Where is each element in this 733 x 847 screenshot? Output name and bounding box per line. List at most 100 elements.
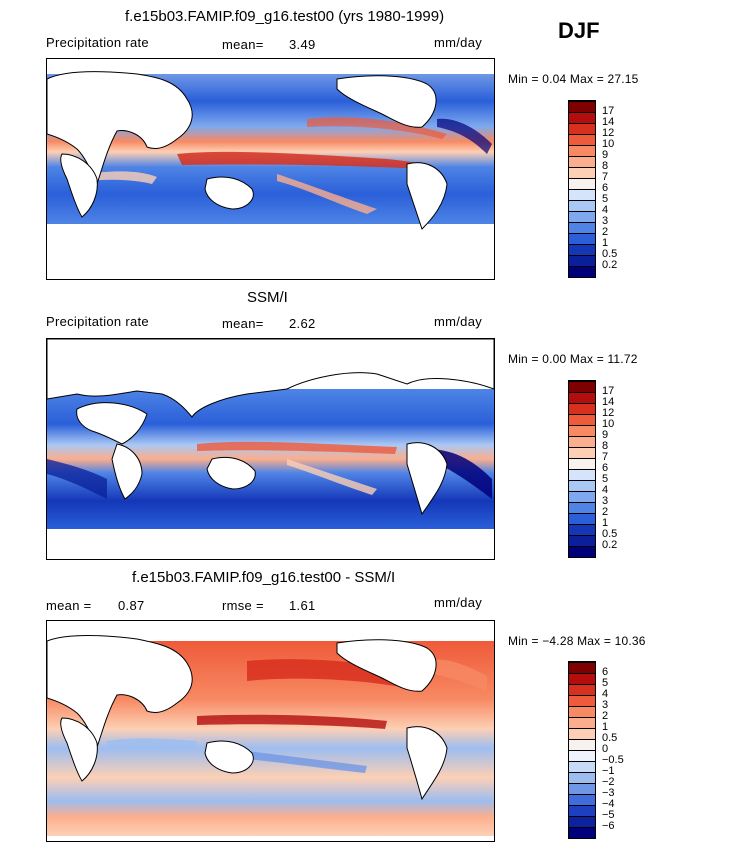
panel2-swatch [569,491,595,502]
panel2-title: SSM/I [247,289,288,306]
panel3-swatch [569,695,595,706]
panel1-tick: 9 [602,149,609,161]
panel1-swatch [569,244,595,255]
panel1-swatch [569,211,595,222]
panel2-tick: 0.5 [602,528,618,540]
panel2-swatch [569,381,595,392]
panel1-mean-label: mean= [222,37,264,52]
panel2-tick: 4 [602,484,609,496]
panel3-tick: −2 [602,776,615,788]
panel2-tick: 17 [602,385,615,397]
panel3-tick: 1 [602,721,609,733]
panel3-swatch [569,783,595,794]
panel1-tick: 10 [602,138,615,150]
panel1-swatch [569,255,595,266]
panel1-title: f.e15b03.FAMIP.f09_g16.test00 (yrs 1980-… [125,8,445,25]
panel3-tick: 2 [602,710,609,722]
panel2-tick: 6 [602,462,609,474]
panel3-swatch [569,761,595,772]
panel3-swatch [569,728,595,739]
panel3-tick: −5 [602,809,615,821]
panel1-tick: 1 [602,237,609,249]
panel1-swatch [569,178,595,189]
panel1-swatch [569,134,595,145]
panel1-tick: 17 [602,105,615,117]
panel2-tick: 7 [602,451,609,463]
panel3-swatch [569,794,595,805]
panel3-tick: 0 [602,743,609,755]
panel3-tick: 6 [602,666,609,678]
panel1-mean-value: 3.49 [289,37,316,52]
panel1-swatch [569,189,595,200]
panel3-swatch [569,717,595,728]
panel3-tick: 3 [602,699,609,711]
panel1-map-graphic [47,59,494,279]
season-label: DJF [558,18,600,43]
panel2-mean-label: mean= [222,316,264,331]
panel1-swatch [569,200,595,211]
panel2-swatch [569,546,595,557]
panel3-rmse-value: 1.61 [289,598,316,613]
panel2-swatch [569,392,595,403]
panel2-tick: 5 [602,473,609,485]
panel1-tick: 6 [602,182,609,194]
panel3-units: mm/day [434,595,483,610]
panel1-colorbar [568,100,596,278]
panel3-diff-map [46,620,495,842]
panel1-swatch [569,145,595,156]
panel3-tick: −4 [602,798,615,810]
panel2-swatch [569,502,595,513]
panel1-swatch [569,266,595,277]
panel2-swatch [569,414,595,425]
panel3-rmse-label: rmse = [222,598,264,613]
panel3-mean-label: mean = [46,598,92,613]
panel1-precip-map [46,58,495,280]
panel2-swatch [569,403,595,414]
panel1-minmax: Min = 0.04 Max = 27.15 [508,72,639,86]
panel1-swatch [569,167,595,178]
panel2-colorbar [568,380,596,558]
panel2-precip-map [46,338,495,560]
panel1-units: mm/day [434,35,483,50]
panel2-swatch [569,458,595,469]
panel3-swatch [569,772,595,783]
panel1-swatch [569,101,595,112]
panel2-swatch [569,524,595,535]
panel3-swatch [569,684,595,695]
panel3-swatch [569,827,595,838]
panel1-swatch [569,233,595,244]
panel3-swatch [569,816,595,827]
panel3-tick: −0.5 [602,754,624,766]
panel1-tick: 4 [602,204,609,216]
panel2-tick: 3 [602,495,609,507]
panel1-tick: 0.2 [602,259,618,271]
panel2-tick: 10 [602,418,615,430]
panel2-tick: 14 [602,396,615,408]
panel1-tick: 5 [602,193,609,205]
panel3-tick: −6 [602,820,615,832]
panel3-swatch [569,805,595,816]
panel1-tick: 7 [602,171,609,183]
panel1-variable-label: Precipitation rate [46,35,149,50]
panel1-swatch [569,222,595,233]
panel2-swatch [569,480,595,491]
panel1-tick: 12 [602,127,615,139]
panel2-tick: 9 [602,429,609,441]
panel2-swatch [569,513,595,524]
panel1-tick: 0.5 [602,248,618,260]
panel2-tick: 2 [602,506,609,518]
panel2-tick: 0.2 [602,539,618,551]
panel2-swatch [569,535,595,546]
panel2-variable-label: Precipitation rate [46,314,149,329]
panel2-swatch [569,425,595,436]
panel2-swatch [569,436,595,447]
panel2-map-graphic [47,339,494,559]
panel3-tick: 0.5 [602,732,618,744]
panel1-swatch [569,112,595,123]
panel3-map-graphic [47,621,494,836]
panel2-units: mm/day [434,314,483,329]
panel1-swatch [569,123,595,134]
panel1-tick: 3 [602,215,609,227]
panel2-swatch [569,469,595,480]
panel3-swatch [569,673,595,684]
